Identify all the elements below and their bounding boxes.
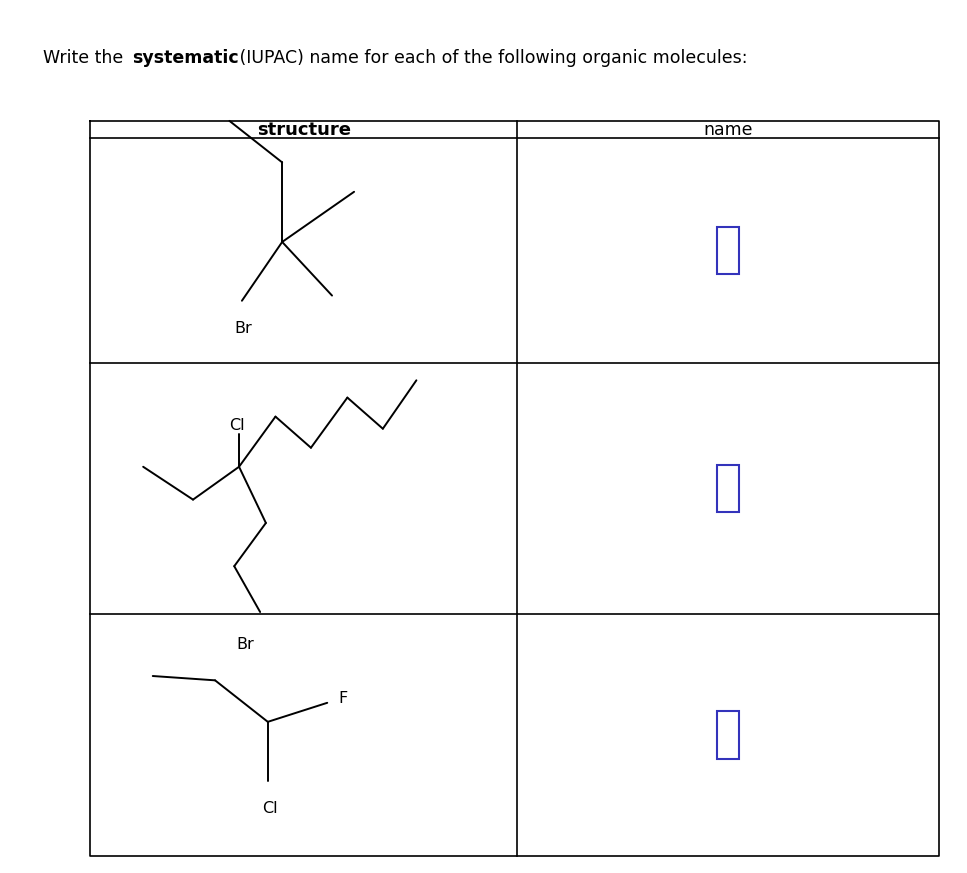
Text: Cl: Cl xyxy=(262,801,278,815)
Text: structure: structure xyxy=(257,120,351,139)
Text: F: F xyxy=(338,691,348,706)
Text: Write the: Write the xyxy=(43,49,129,66)
Text: systematic: systematic xyxy=(132,49,238,66)
Bar xyxy=(718,711,739,759)
Text: (IUPAC) name for each of the following organic molecules:: (IUPAC) name for each of the following o… xyxy=(234,49,747,66)
Bar xyxy=(718,464,739,512)
Text: Br: Br xyxy=(234,321,252,336)
Text: Br: Br xyxy=(236,637,254,652)
Bar xyxy=(718,227,739,274)
Text: name: name xyxy=(703,120,752,139)
Text: Cl: Cl xyxy=(229,418,245,433)
